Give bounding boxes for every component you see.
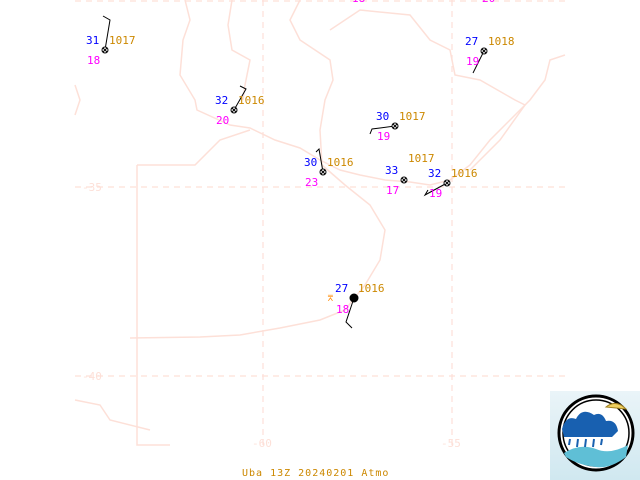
station-temperature: 30 [304,156,318,169]
obscured-mark [320,169,326,175]
station-dewpoint: 20 [216,114,230,127]
sky-cover-symbol [349,293,359,303]
lon-label: -60 [252,437,272,450]
grid-lines [75,0,565,445]
obscured-mark [481,48,487,54]
coastlines-borders [74,0,566,446]
lat-label: -35 [82,181,102,194]
station-temperature: 27 [335,282,349,295]
station-pressure: 1016 [327,156,354,169]
station-dewpoint: 19 [429,187,443,200]
station-pressure: 1017 [109,34,136,47]
station-dewpoint: 23 [305,176,319,189]
station-temperature: 27 [465,35,479,48]
thunderstorm-icon: ⌆ [327,291,334,304]
station-dewpoint: 18 [87,54,101,67]
station-pressure: 1016 [451,167,478,180]
wind-barb [102,15,111,51]
obscured-mark [401,177,407,183]
station-pressure: 1016 [358,282,385,295]
obscured-mark [102,47,108,53]
station-temperature: 32 [215,94,229,107]
wind-barb [233,85,247,111]
partial-dewpoint: 20 [482,0,495,4]
obscured-mark [444,180,450,186]
agency-logo [550,391,640,480]
station-symbols: ⌆ [101,15,488,329]
wind-barb [423,182,448,197]
station-temperature: 31 [86,34,100,47]
wind-barb [345,297,355,329]
station-dewpoint: 17 [386,184,400,197]
station-temperature: 30 [376,110,390,123]
station-dewpoint: 18 [336,303,350,316]
station-pressure: 1016 [238,94,265,107]
wind-barb [472,50,485,74]
station-dewpoint: 19 [377,130,391,143]
station-temperature: 33 [385,164,399,177]
station-dewpoint: 19 [466,55,480,68]
obscured-mark [392,123,398,129]
logo-graphic [557,394,635,472]
obscured-mark [231,107,237,113]
station-pressure: 1017 [399,110,426,123]
wind-barb [315,147,324,173]
station-pressure: 1018 [488,35,515,48]
map-title: Uba 13Z 20240201 Atmo [242,468,390,479]
partial-dewpoint: 18 [352,0,365,4]
station-pressure: 1017 [408,152,435,165]
wind-barb [369,125,396,135]
station-temperature: 32 [428,167,442,180]
lon-label: -55 [441,437,461,450]
lat-label: -40 [82,370,102,383]
